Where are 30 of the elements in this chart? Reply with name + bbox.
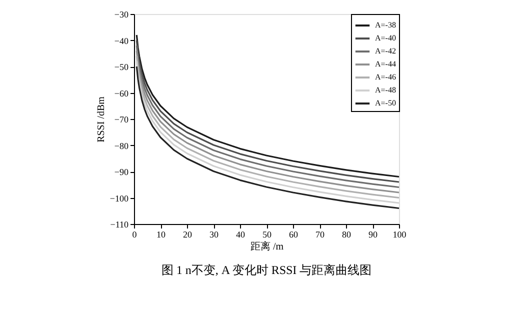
y-tick-label: −50 bbox=[114, 62, 129, 72]
legend-label: A=-40 bbox=[375, 34, 396, 42]
y-tick-label: −80 bbox=[114, 140, 129, 151]
x-tick-label: 80 bbox=[342, 230, 352, 240]
y-tick-label: −90 bbox=[114, 167, 129, 177]
x-tick-label: 10 bbox=[156, 230, 166, 240]
legend-label: A=-50 bbox=[375, 98, 396, 108]
x-tick-label: 70 bbox=[316, 230, 325, 240]
legend-label: A=-44 bbox=[375, 60, 396, 68]
y-tick-label: −30 bbox=[114, 10, 129, 20]
caption: 图 1 n不变, A 变化时 RSSI 与距离曲线图 bbox=[161, 263, 372, 277]
y-tick-label: −40 bbox=[114, 36, 129, 46]
x-tick-label: 50 bbox=[262, 230, 272, 240]
y-tick-label: −110 bbox=[110, 220, 129, 230]
x-tick-label: 60 bbox=[289, 230, 298, 240]
x-axis-title: 距离 /m bbox=[250, 240, 284, 252]
legend-label: A=-46 bbox=[375, 72, 396, 82]
legend-label: A=-48 bbox=[375, 86, 396, 94]
legend-label: A=-42 bbox=[375, 46, 396, 56]
legend-label: A=-38 bbox=[375, 20, 396, 30]
y-tick-label: −100 bbox=[110, 193, 129, 204]
x-tick-label: 40 bbox=[236, 230, 246, 240]
x-tick-label: 30 bbox=[210, 230, 219, 240]
x-tick-label: 0 bbox=[132, 230, 138, 240]
y-axis-title: RSSI /dBm bbox=[96, 96, 107, 142]
y-tick-label: −60 bbox=[114, 88, 129, 98]
x-tick-label: 90 bbox=[368, 230, 378, 240]
y-tick-label: −70 bbox=[114, 114, 129, 124]
x-tick-label: 100 bbox=[392, 230, 407, 240]
x-tick-label: 20 bbox=[183, 230, 192, 240]
